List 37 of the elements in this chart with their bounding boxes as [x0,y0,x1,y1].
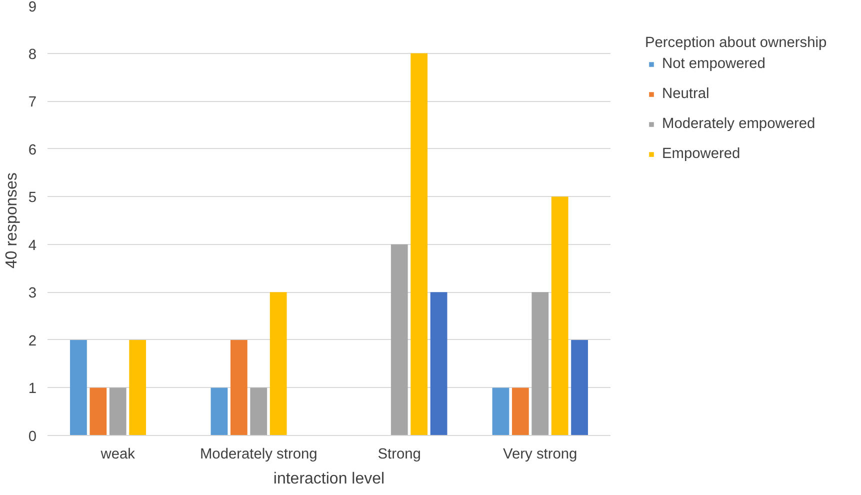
bar [571,340,588,436]
x-tick-label: Moderately strong [200,446,318,462]
bar [512,388,529,436]
y-tick-label: 1 [28,381,37,398]
x-axis-title: interaction level [273,470,385,488]
x-tick-label: Very strong [503,446,578,462]
bar [532,292,549,436]
legend-title: Perception about ownership [645,35,827,51]
y-tick-label: 8 [28,46,37,63]
legend-label: Empowered [662,146,740,162]
bar [90,388,107,436]
bar [270,292,287,436]
bar [70,340,87,436]
y-tick-label: 6 [28,142,37,158]
legend-label: Neutral [662,86,710,102]
bar [430,292,448,436]
y-tick-label: 4 [28,238,37,254]
bar [230,340,248,436]
bar [109,388,126,436]
y-tick-label: 2 [28,333,37,350]
x-tick-label: Strong [378,446,421,462]
y-tick-label: 7 [28,94,37,111]
bar [129,340,146,436]
bar [492,388,510,436]
x-tick-label: weak [100,446,136,462]
bar [551,196,568,436]
legend-label: Moderately empowered [662,116,816,132]
y-tick-label: 0 [28,429,37,445]
y-axis-title: 40 responses [3,172,20,269]
y-tick-label: 3 [28,286,37,302]
bar [250,388,268,436]
y-tick-label: 5 [28,190,37,206]
bar [210,388,228,436]
bar [410,53,428,436]
legend-label: Not empowered [662,56,766,72]
bar [390,244,408,436]
y-tick-label: 9 [28,0,37,16]
